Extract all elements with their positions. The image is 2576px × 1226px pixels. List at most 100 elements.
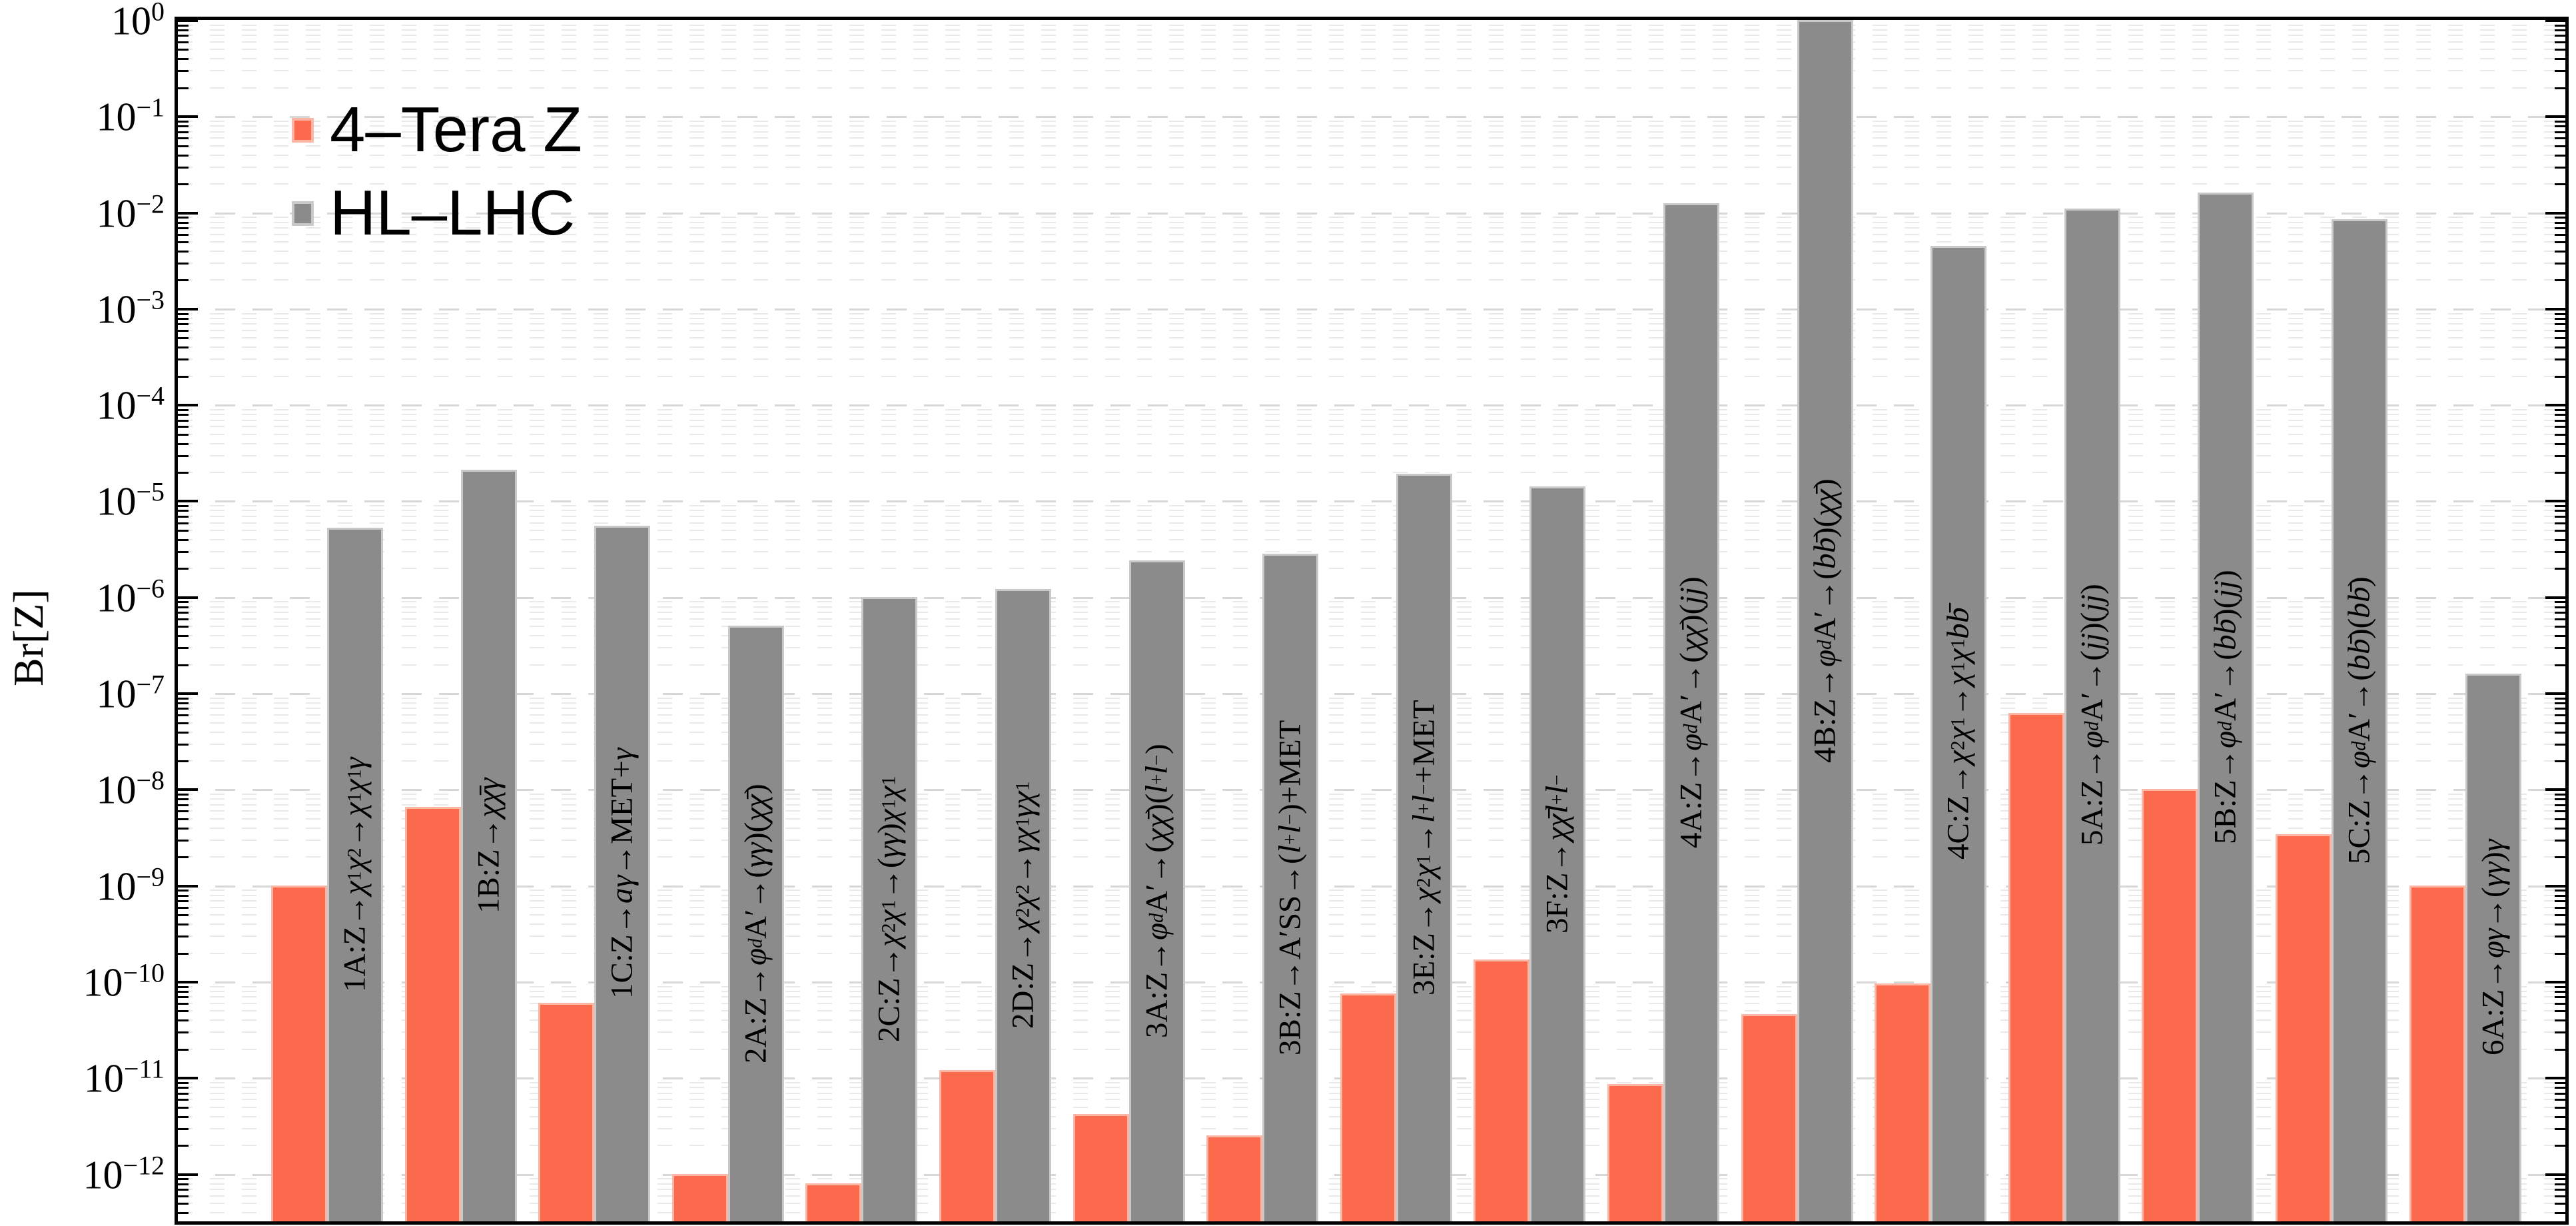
bar-label-1B: 1B:Z→χχ̄γ [471, 778, 506, 914]
minor-tick [178, 70, 189, 72]
minor-tick [178, 907, 189, 909]
minor-tick [2555, 601, 2565, 603]
minor-tick [178, 996, 189, 998]
gridline-minor [178, 70, 2565, 71]
minor-tick [2555, 313, 2565, 315]
minor-tick [2555, 618, 2565, 620]
gridline-minor [178, 337, 2565, 338]
minor-tick [2555, 167, 2565, 169]
minor-tick [2555, 647, 2565, 649]
minor-tick [178, 804, 189, 806]
minor-tick [178, 137, 189, 139]
minor-tick [2555, 217, 2565, 219]
minor-tick [2555, 1019, 2565, 1021]
minor-tick [2555, 804, 2565, 806]
minor-tick [2555, 539, 2565, 541]
minor-tick [178, 702, 189, 704]
minor-tick [178, 41, 189, 43]
major-tick-1e0 [178, 19, 198, 22]
minor-tick [2555, 472, 2565, 474]
gridline-minor [178, 900, 2565, 902]
minor-tick [2555, 722, 2565, 724]
bar-4teraz-2C [805, 1183, 861, 1221]
bar-label-3E: 3E:Z→ χ 2 χ 1 → l + l − +MET [1406, 700, 1442, 995]
major-tick-1e-4 [178, 404, 198, 406]
gridline-minor [178, 935, 2565, 937]
bar-4teraz-3E [1340, 993, 1396, 1221]
minor-tick [2555, 323, 2565, 325]
minor-tick [178, 1145, 189, 1147]
minor-tick [2555, 635, 2565, 637]
bar-label-2A: 2A:Z→ φ d A′→(γ γ)(χ χ̄) [738, 784, 773, 1063]
minor-tick [2555, 131, 2565, 133]
minor-tick [178, 505, 189, 507]
minor-tick [178, 25, 189, 27]
gridline-minor [178, 49, 2565, 50]
minor-tick [2555, 155, 2565, 157]
minor-tick [178, 472, 189, 474]
y-tick-label-1e-5: 10−5 [96, 476, 165, 524]
minor-tick [178, 794, 189, 796]
gridline-minor [178, 279, 2565, 281]
minor-tick [178, 1082, 189, 1084]
minor-tick [2555, 714, 2565, 716]
gridline-major-1e-4 [178, 404, 2565, 406]
bar-label-6A: 6A:Z→ φ γ →(γ γ) γ [2475, 839, 2511, 1056]
minor-tick [178, 890, 189, 892]
minor-tick [178, 87, 189, 89]
gridline-minor [178, 505, 2565, 506]
legend-swatch-icon [292, 201, 314, 226]
minor-tick [178, 58, 189, 60]
gridline-minor [178, 145, 2565, 147]
minor-tick [178, 145, 189, 147]
gridline-major-1e-1 [178, 116, 2565, 118]
minor-tick [2555, 664, 2565, 666]
gridline-minor [178, 890, 2565, 891]
minor-tick [2555, 810, 2565, 812]
bar-label-2D: 2D:Z→ χ 2 χ 2 → γ χ 1 γ χ 1 [1005, 781, 1041, 1029]
minor-tick [2555, 1203, 2565, 1205]
major-tick-1e-1 [2545, 115, 2565, 118]
gridline-minor [178, 914, 2565, 916]
bar-4teraz-5A [2008, 713, 2064, 1221]
bar-4teraz-4C [1875, 983, 1931, 1221]
minor-tick [178, 346, 189, 348]
major-tick-1e-2 [2545, 212, 2565, 215]
minor-tick [178, 155, 189, 157]
major-tick-1e-5 [178, 500, 198, 502]
minor-tick [2555, 1099, 2565, 1101]
gridline-minor [178, 953, 2565, 954]
gridline-minor [178, 647, 2565, 648]
minor-tick [2555, 1049, 2565, 1051]
major-tick-1e-11 [178, 1077, 198, 1079]
bar-hllhc-4B [1797, 20, 1853, 1221]
minor-tick [178, 337, 189, 339]
minor-tick [178, 510, 189, 512]
minor-tick [178, 635, 189, 637]
gridline-minor [178, 714, 2565, 716]
bar-hllhc-3A [1129, 560, 1185, 1221]
minor-tick [178, 279, 189, 281]
gridline-minor [178, 794, 2565, 795]
bar-4teraz-2A [672, 1174, 728, 1221]
gridline-minor [178, 155, 2565, 156]
gridline-minor [178, 760, 2565, 762]
minor-tick [2555, 1212, 2565, 1214]
gridline-minor [178, 828, 2565, 829]
bar-hllhc-5C [2332, 219, 2387, 1221]
minor-tick [2555, 234, 2565, 236]
gridline-major-1e-5 [178, 500, 2565, 502]
minor-tick [178, 760, 189, 762]
minor-tick [2555, 241, 2565, 243]
legend-item-4teraz: 4–Tera Z [292, 93, 582, 167]
minor-tick [2555, 626, 2565, 628]
gridline-minor [178, 986, 2565, 987]
bar-label-4A: 4A:Z→ φ d A′→(χ χ̄)(j j) [1673, 576, 1709, 849]
minor-tick [2555, 346, 2565, 348]
minor-tick [178, 414, 189, 416]
minor-tick [2555, 414, 2565, 416]
minor-tick [2555, 443, 2565, 445]
y-tick-label-1e-12: 10−12 [83, 1150, 165, 1197]
